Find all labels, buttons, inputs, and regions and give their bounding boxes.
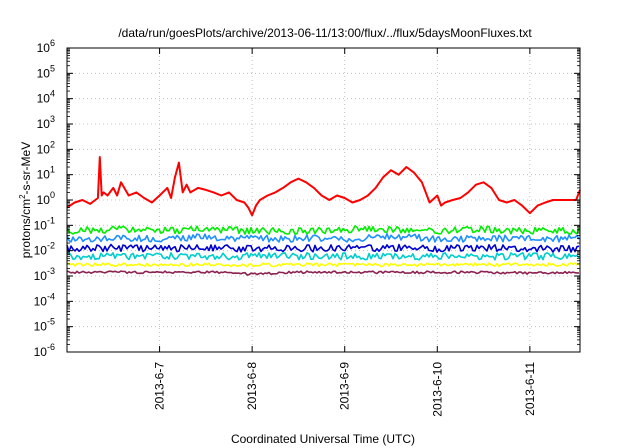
y-tick-label: 10-6 [34,342,55,359]
y-tick-label: 101 [37,165,55,182]
y-tick-label: 10-3 [34,266,55,283]
x-axis-label: Coordinated Universal Time (UTC) [231,432,415,446]
series-line-6 [66,270,580,276]
y-tick-label: 10-1 [34,215,55,232]
grid [67,47,580,353]
x-tick-label: 2013-6-7 [153,362,167,410]
x-tick-label: 2013-6-11 [523,362,537,416]
series-line-0 [66,156,581,217]
series-line-1 [66,225,580,235]
x-tick-label: 2013-6-10 [430,362,444,417]
y-tick-label: 10-4 [34,291,55,308]
y-tick-label: 103 [37,114,55,131]
y-tick-label: 104 [37,89,55,106]
series-layer [66,156,581,276]
series-line-4 [66,252,580,261]
y-tick-label: 100 [37,190,55,207]
chart-title: /data/run/goesPlots/archive/2013-06-11/1… [118,26,532,40]
series-line-5 [66,262,580,268]
y-tick-label: 10-2 [34,241,55,258]
y-tick-label: 102 [37,139,55,156]
y-tick-label: 105 [37,63,55,80]
series-line-3 [66,243,580,253]
x-tick-label: 2013-6-9 [338,362,352,410]
x-axis: 2013-6-7 2013-6-8 2013-6-9 2013-6-10 2013-6-… [153,48,537,417]
y-axis: 10-6 10-5 10-4 10-3 10-2 10-1 100 101 102 103 104 1… [34,38,580,359]
x-tick-label: 2013-6-8 [245,362,259,410]
y-tick-label: 10-5 [34,317,55,334]
y-tick-label: 106 [37,38,55,55]
y-axis-label: protons/cm2-s-sr-MeV [18,142,33,258]
series-line-2 [66,232,580,243]
